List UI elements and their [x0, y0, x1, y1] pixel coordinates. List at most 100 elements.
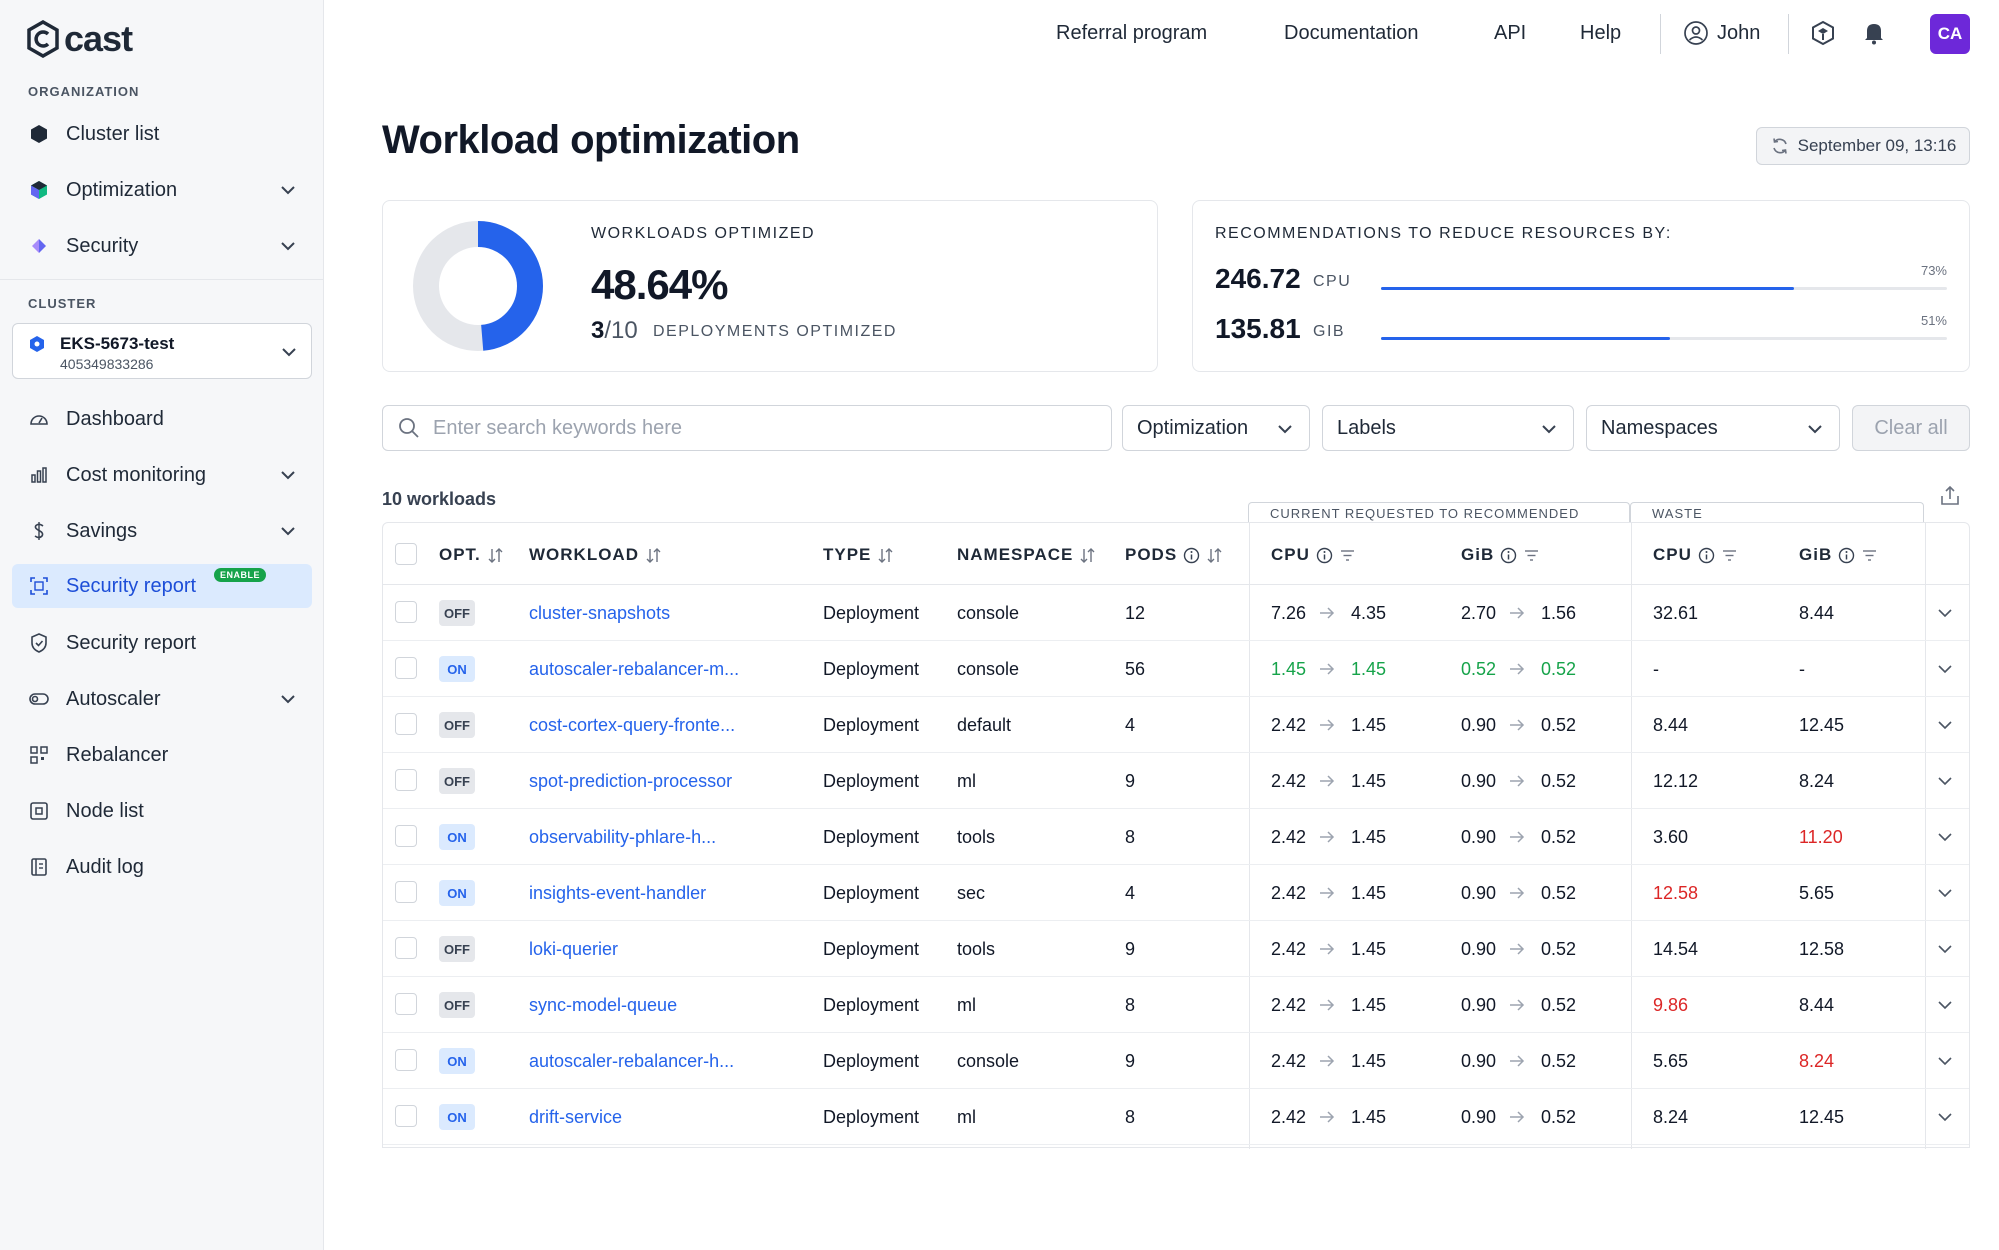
- optimization-status-badge[interactable]: OFF: [439, 768, 475, 794]
- namespaces-filter[interactable]: Namespaces: [1586, 405, 1840, 451]
- filter-icon[interactable]: [1721, 547, 1738, 564]
- table-row[interactable]: OFF cost-cortex-query-fronte... Deployment…: [383, 697, 1969, 753]
- expand-row-chevron-icon[interactable]: [1935, 771, 1955, 791]
- avatar[interactable]: CA: [1930, 14, 1970, 54]
- column-header-namespace[interactable]: NAMESPACE: [957, 545, 1096, 565]
- chevron-down-icon[interactable]: [278, 521, 298, 541]
- sidebar-item-cluster-list[interactable]: Cluster list: [12, 112, 312, 156]
- expand-row-chevron-icon[interactable]: [1935, 715, 1955, 735]
- info-icon[interactable]: [1316, 547, 1333, 564]
- column-header-type[interactable]: TYPE: [823, 545, 894, 565]
- table-row[interactable]: OFF cluster-snapshots Deployment console 12 7…: [383, 585, 1969, 641]
- table-row[interactable]: ON drift-service Deployment ml 8 2.42 1.45 0.90…: [383, 1089, 1969, 1145]
- workload-link[interactable]: sync-model-queue: [529, 995, 678, 1015]
- row-checkbox[interactable]: [395, 881, 417, 903]
- search-box[interactable]: [382, 405, 1112, 451]
- table-row[interactable]: ON insights-event-handler Deployment sec 4 2.…: [383, 865, 1969, 921]
- optimization-status-badge[interactable]: OFF: [439, 936, 475, 962]
- sidebar-item-cost-monitoring[interactable]: Cost monitoring: [12, 453, 312, 497]
- sidebar-item-autoscaler[interactable]: Autoscaler: [12, 677, 312, 721]
- sidebar-item-security-report-active[interactable]: Security report ENABLE: [12, 564, 312, 608]
- optimization-status-badge[interactable]: ON: [439, 880, 475, 906]
- row-checkbox[interactable]: [395, 769, 417, 791]
- chevron-down-icon[interactable]: [278, 465, 298, 485]
- sidebar-item-dashboard[interactable]: Dashboard: [12, 397, 312, 441]
- filter-icon[interactable]: [1339, 547, 1356, 564]
- enable-badge[interactable]: ENABLE: [214, 568, 267, 582]
- cluster-selector[interactable]: EKS-5673-test 405349833286: [12, 323, 312, 379]
- table-row[interactable]: OFF spot-prediction-processor Deployment ml…: [383, 753, 1969, 809]
- column-header-gib[interactable]: GiB: [1461, 545, 1540, 565]
- user-name[interactable]: John: [1717, 22, 1761, 44]
- column-header-opt[interactable]: OPT.: [439, 545, 504, 565]
- search-input[interactable]: [433, 416, 1073, 440]
- workload-link[interactable]: insights-event-handler: [529, 883, 707, 903]
- table-row[interactable]: ON autoscaler-rebalancer-m... Deployment co…: [383, 641, 1969, 697]
- info-icon[interactable]: [1838, 547, 1855, 564]
- optimization-status-badge[interactable]: ON: [439, 1104, 475, 1130]
- row-checkbox[interactable]: [395, 937, 417, 959]
- row-checkbox[interactable]: [395, 993, 417, 1015]
- optimization-status-badge[interactable]: ON: [439, 656, 475, 682]
- sidebar-item-security-report[interactable]: Security report: [12, 621, 312, 665]
- bell-icon[interactable]: [1861, 20, 1887, 46]
- documentation-link[interactable]: Documentation: [1284, 22, 1419, 44]
- column-header-workload[interactable]: WORKLOAD: [529, 545, 662, 565]
- optimization-status-badge[interactable]: OFF: [439, 600, 475, 626]
- row-checkbox[interactable]: [395, 713, 417, 735]
- sidebar-item-audit-log[interactable]: Audit log: [12, 845, 312, 889]
- table-row[interactable]: ON observability-phlare-h... Deployment too…: [383, 809, 1969, 865]
- workload-link[interactable]: cluster-snapshots: [529, 603, 671, 623]
- sidebar-item-rebalancer[interactable]: Rebalancer: [12, 733, 312, 777]
- sidebar-item-optimization[interactable]: Optimization: [12, 168, 312, 212]
- optimization-status-badge[interactable]: OFF: [439, 712, 475, 738]
- workload-link[interactable]: spot-prediction-processor: [529, 771, 733, 791]
- user-icon[interactable]: [1683, 20, 1709, 46]
- chevron-down-icon[interactable]: [278, 236, 298, 256]
- column-header-pods[interactable]: PODS: [1125, 545, 1223, 565]
- expand-row-chevron-icon[interactable]: [1935, 659, 1955, 679]
- info-icon[interactable]: [1698, 547, 1715, 564]
- row-checkbox[interactable]: [395, 1105, 417, 1127]
- chevron-down-icon[interactable]: [278, 180, 298, 200]
- cube-icon[interactable]: [1810, 20, 1836, 46]
- sidebar-item-node-list[interactable]: Node list: [12, 789, 312, 833]
- info-icon[interactable]: [1183, 547, 1200, 564]
- expand-row-chevron-icon[interactable]: [1935, 827, 1955, 847]
- export-icon[interactable]: [1938, 484, 1962, 508]
- workload-link[interactable]: autoscaler-rebalancer-h...: [529, 1051, 735, 1071]
- info-icon[interactable]: [1500, 547, 1517, 564]
- select-all-checkbox[interactable]: [395, 543, 417, 565]
- sidebar-item-security[interactable]: Security: [12, 224, 312, 268]
- sidebar-item-savings[interactable]: Savings: [12, 509, 312, 553]
- column-header-waste-cpu[interactable]: CPU: [1653, 545, 1738, 565]
- optimization-filter[interactable]: Optimization: [1122, 405, 1310, 451]
- referral-program-link[interactable]: Referral program: [1056, 22, 1208, 44]
- optimization-status-badge[interactable]: ON: [439, 1048, 475, 1074]
- labels-filter[interactable]: Labels: [1322, 405, 1574, 451]
- optimization-status-badge[interactable]: ON: [439, 824, 475, 850]
- row-checkbox[interactable]: [395, 825, 417, 847]
- table-row[interactable]: OFF sync-model-queue Deployment ml 8 2.42 1.45…: [383, 977, 1969, 1033]
- cast-logo[interactable]: cast: [26, 16, 133, 62]
- table-row[interactable]: OFF loki-querier Deployment tools 9 2.42 1.45 0…: [383, 921, 1969, 977]
- help-link[interactable]: Help: [1580, 22, 1622, 44]
- chevron-down-icon[interactable]: [278, 689, 298, 709]
- filter-icon[interactable]: [1523, 547, 1540, 564]
- refresh-date-button[interactable]: September 09, 13:16: [1756, 127, 1970, 165]
- filter-icon[interactable]: [1861, 547, 1878, 564]
- expand-row-chevron-icon[interactable]: [1935, 1051, 1955, 1071]
- expand-row-chevron-icon[interactable]: [1935, 883, 1955, 903]
- clear-all-button[interactable]: Clear all: [1852, 405, 1970, 451]
- workload-link[interactable]: observability-phlare-h...: [529, 827, 717, 847]
- expand-row-chevron-icon[interactable]: [1935, 1107, 1955, 1127]
- api-link[interactable]: API: [1494, 22, 1527, 44]
- expand-row-chevron-icon[interactable]: [1935, 995, 1955, 1015]
- optimization-status-badge[interactable]: OFF: [439, 992, 475, 1018]
- workload-link[interactable]: drift-service: [529, 1107, 623, 1127]
- row-checkbox[interactable]: [395, 601, 417, 623]
- expand-row-chevron-icon[interactable]: [1935, 603, 1955, 623]
- workload-link[interactable]: loki-querier: [529, 939, 619, 959]
- workload-link[interactable]: autoscaler-rebalancer-m...: [529, 659, 740, 679]
- row-checkbox[interactable]: [395, 1049, 417, 1071]
